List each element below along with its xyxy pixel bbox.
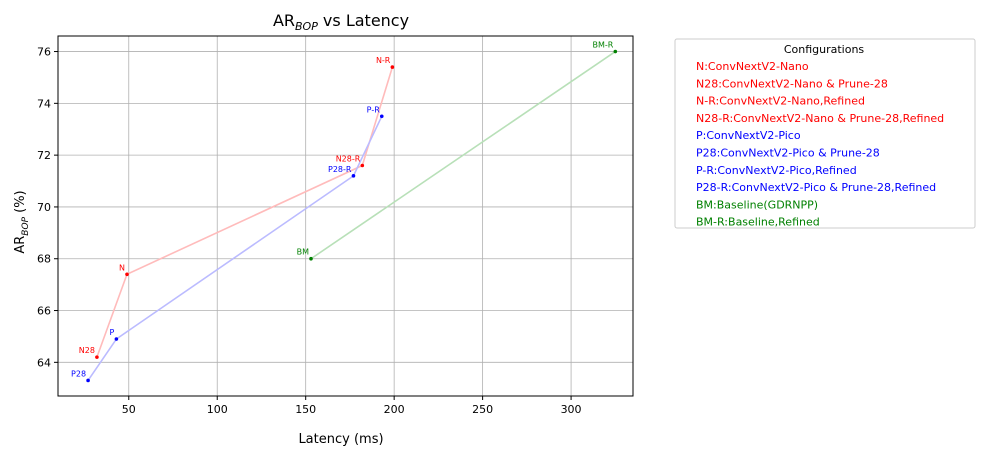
legend-entry: P28-R:ConvNextV2-Pico & Prune-28,Refined: [696, 181, 936, 194]
x-tick-label: 50: [122, 403, 136, 416]
legend: Configurations N:ConvNextV2-Nano N28:Conv…: [674, 38, 976, 229]
legend-entry: BM-R:Baseline,Refined: [696, 216, 820, 229]
data-point-label: P: [110, 328, 115, 337]
data-point-label: BM: [297, 248, 309, 257]
x-tick-label: 150: [295, 403, 316, 416]
chart-title: ARBOP vs Latency: [273, 11, 409, 33]
legend-entry: N:ConvNextV2-Nano: [696, 60, 809, 73]
data-point-p: [114, 337, 119, 341]
x-tick-label: 200: [384, 403, 405, 416]
data-point-label: N-R: [376, 56, 391, 65]
y-axis-ticks: 64 66 68 70 72 74 76: [37, 46, 58, 369]
data-point-label: P28-R: [328, 165, 352, 174]
y-tick-label: 74: [37, 97, 51, 110]
x-tick-label: 100: [207, 403, 228, 416]
connection-lines: [87, 50, 616, 381]
data-point-bm: [309, 256, 313, 261]
legend-entry: P:ConvNextV2-Pico: [696, 129, 801, 142]
data-point-n28-r: [360, 163, 365, 168]
data-point-label: BM-R: [592, 41, 613, 50]
legend-entry: P28:ConvNextV2-Pico & Prune-28: [696, 147, 880, 160]
data-point-n: [125, 272, 129, 277]
legend-entry: P-R:ConvNextV2-Pico,Refined: [696, 164, 857, 177]
legend-title: Configurations: [784, 43, 865, 56]
legend-entry: N28-R:ConvNextV2-Nano & Prune-28,Refined: [696, 112, 944, 125]
y-tick-label: 72: [37, 149, 51, 162]
data-point-label: N28-R: [336, 154, 361, 163]
grid: [58, 36, 633, 396]
y-tick-label: 70: [37, 201, 51, 214]
legend-entries: N:ConvNextV2-Nano N28:ConvNextV2-Nano & P…: [696, 60, 944, 229]
connection-line: [310, 50, 616, 260]
data-point-label: N28: [79, 346, 95, 355]
connection-line: [87, 115, 383, 381]
data-point-n-r: [390, 65, 395, 69]
x-tick-label: 300: [561, 403, 582, 416]
x-tick-label: 250: [472, 403, 493, 416]
data-point-n28: [95, 355, 99, 359]
data-point-label: P28: [71, 369, 86, 378]
data-point-p28-r: [351, 174, 356, 178]
x-axis-title: Latency (ms): [298, 432, 383, 447]
y-tick-label: 68: [37, 253, 51, 266]
plot-frame: [57, 35, 634, 397]
data-point-p28: [86, 378, 90, 383]
legend-entry: N-R:ConvNextV2-Nano,Refined: [696, 95, 865, 108]
legend-box: [674, 38, 976, 229]
data-point-p-r: [379, 114, 384, 119]
connection-line: [96, 66, 394, 358]
data-points: N N28 N-R N28-R P P28 P-R P28-R BM BM-R: [71, 41, 618, 383]
y-axis-title: ARBOP (%): [13, 190, 31, 253]
x-axis-ticks: 50 100 150 200 250 300: [122, 396, 582, 416]
data-point-label: N: [119, 263, 125, 272]
data-point-label: P-R: [367, 105, 381, 114]
data-point-bm-r: [613, 49, 618, 54]
legend-entry: N28:ConvNextV2-Nano & Prune-28: [696, 77, 888, 90]
y-tick-label: 64: [37, 356, 51, 369]
legend-entry: BM:Baseline(GDRNPP): [696, 198, 818, 211]
y-tick-label: 66: [37, 305, 51, 318]
y-tick-label: 76: [37, 46, 51, 59]
